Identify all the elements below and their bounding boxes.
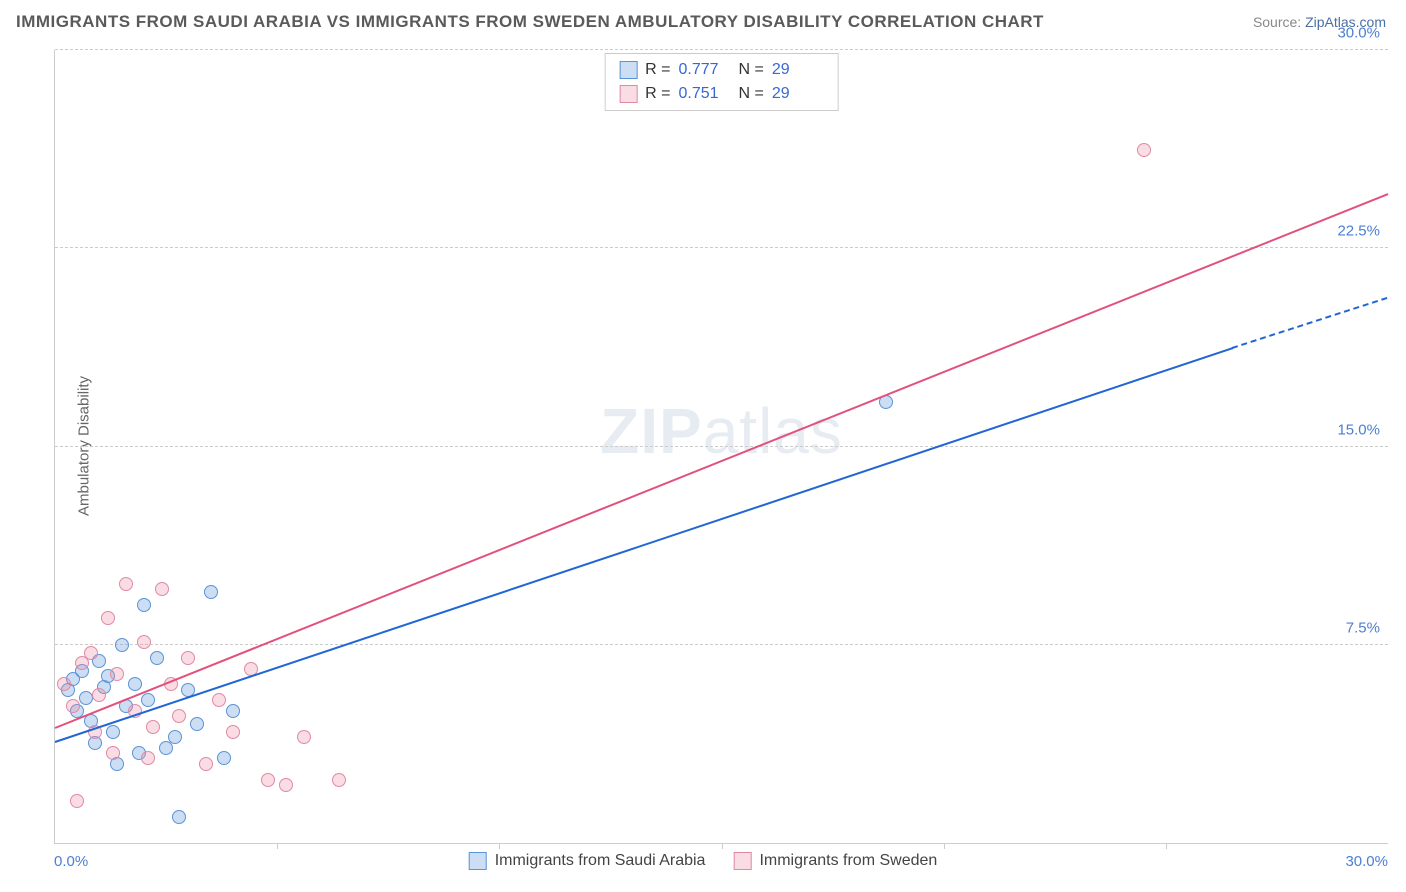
data-point bbox=[101, 611, 115, 625]
data-point bbox=[57, 677, 71, 691]
legend-label-series2: Immigrants from Sweden bbox=[759, 852, 937, 870]
swatch-series1 bbox=[619, 61, 637, 79]
data-point bbox=[146, 720, 160, 734]
data-point bbox=[297, 730, 311, 744]
data-point bbox=[212, 693, 226, 707]
x-tick-mark bbox=[722, 843, 723, 849]
data-point bbox=[84, 646, 98, 660]
data-point bbox=[137, 598, 151, 612]
trend-line-extrapolated bbox=[1232, 297, 1388, 349]
legend-swatch-series1 bbox=[469, 852, 487, 870]
gridline bbox=[55, 446, 1388, 447]
chart-title: IMMIGRANTS FROM SAUDI ARABIA VS IMMIGRAN… bbox=[16, 12, 1044, 32]
x-tick-mark bbox=[277, 843, 278, 849]
data-point bbox=[66, 699, 80, 713]
r-value-series1: 0.777 bbox=[679, 61, 731, 79]
x-tick-mark bbox=[499, 843, 500, 849]
data-point bbox=[204, 585, 218, 599]
data-point bbox=[279, 778, 293, 792]
x-tick-mark bbox=[944, 843, 945, 849]
gridline bbox=[55, 644, 1388, 645]
r-label: R = bbox=[645, 85, 670, 103]
n-value-series2: 29 bbox=[772, 85, 824, 103]
x-tick-mark bbox=[1166, 843, 1167, 849]
y-tick-label: 30.0% bbox=[1337, 25, 1380, 42]
data-point bbox=[106, 725, 120, 739]
data-point bbox=[92, 688, 106, 702]
data-point bbox=[141, 693, 155, 707]
data-point bbox=[110, 667, 124, 681]
data-point bbox=[70, 794, 84, 808]
legend: Immigrants from Saudi Arabia Immigrants … bbox=[469, 852, 938, 870]
n-value-series1: 29 bbox=[772, 61, 824, 79]
swatch-series2 bbox=[619, 85, 637, 103]
trend-line bbox=[55, 347, 1233, 743]
y-tick-label: 15.0% bbox=[1337, 421, 1380, 438]
chart-plot-area: ZIPatlas R = 0.777 N = 29 R = 0.751 N = … bbox=[54, 50, 1388, 844]
stats-row-series2: R = 0.751 N = 29 bbox=[619, 82, 824, 106]
watermark: ZIPatlas bbox=[600, 394, 843, 468]
data-point bbox=[172, 810, 186, 824]
data-point bbox=[199, 757, 213, 771]
data-point bbox=[226, 704, 240, 718]
source-prefix: Source: bbox=[1253, 14, 1305, 30]
data-point bbox=[137, 635, 151, 649]
data-point bbox=[79, 691, 93, 705]
data-point bbox=[168, 730, 182, 744]
x-axis-min-label: 0.0% bbox=[54, 853, 88, 870]
n-label: N = bbox=[739, 85, 764, 103]
data-point bbox=[141, 751, 155, 765]
data-point bbox=[106, 746, 120, 760]
data-point bbox=[128, 677, 142, 691]
data-point bbox=[226, 725, 240, 739]
legend-item-series2: Immigrants from Sweden bbox=[733, 852, 937, 870]
data-point bbox=[150, 651, 164, 665]
data-point bbox=[1137, 143, 1151, 157]
trend-line bbox=[55, 193, 1389, 729]
n-label: N = bbox=[739, 61, 764, 79]
data-point bbox=[190, 717, 204, 731]
correlation-stats-box: R = 0.777 N = 29 R = 0.751 N = 29 bbox=[604, 53, 839, 111]
legend-item-series1: Immigrants from Saudi Arabia bbox=[469, 852, 706, 870]
data-point bbox=[332, 773, 346, 787]
legend-label-series1: Immigrants from Saudi Arabia bbox=[495, 852, 706, 870]
x-axis-max-label: 30.0% bbox=[1345, 853, 1388, 870]
r-value-series2: 0.751 bbox=[679, 85, 731, 103]
gridline bbox=[55, 49, 1388, 50]
data-point bbox=[261, 773, 275, 787]
data-point bbox=[181, 651, 195, 665]
data-point bbox=[119, 577, 133, 591]
stats-row-series1: R = 0.777 N = 29 bbox=[619, 58, 824, 82]
data-point bbox=[217, 751, 231, 765]
r-label: R = bbox=[645, 61, 670, 79]
data-point bbox=[172, 709, 186, 723]
data-point bbox=[115, 638, 129, 652]
legend-swatch-series2 bbox=[733, 852, 751, 870]
y-tick-label: 7.5% bbox=[1346, 619, 1380, 636]
gridline bbox=[55, 247, 1388, 248]
y-tick-label: 22.5% bbox=[1337, 223, 1380, 240]
data-point bbox=[155, 582, 169, 596]
